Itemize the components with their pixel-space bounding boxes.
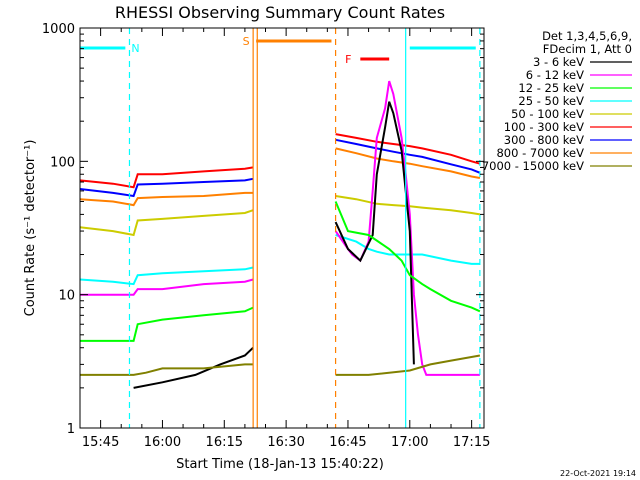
axis-ticks: 15:45 16:00 16:15 16:30 16:45 17:00 17:15 1 10 10… [42, 22, 490, 450]
legend-header-line-2: FDecim 1, Att 0 [543, 42, 632, 56]
x-tick-label-3: 16:30 [267, 435, 304, 450]
observing-markers: N S F [80, 28, 481, 428]
series-line-50-100-kev-6 [79, 209, 254, 237]
x-tick-label-4: 16:45 [329, 435, 366, 450]
series-line-7000-15000-kev-17 [335, 354, 481, 376]
x-tick-label-0: 15:45 [82, 435, 119, 450]
series-line-800-7000-kev-4 [79, 191, 254, 207]
series-line-25-50-kev-8 [79, 266, 254, 286]
flare-0-label: F [345, 53, 351, 66]
y-tick-label-3: 1000 [42, 22, 75, 37]
series-line-3-6-kev-12 [133, 346, 254, 389]
series-line-7000-15000-kev-16 [80, 363, 254, 376]
legend-label-7: 800 - 7000 keV [496, 146, 584, 160]
y-tick-label-0: 1 [67, 422, 75, 437]
legend-header-line-1: Det 1,3,4,5,6,9, [542, 29, 632, 43]
x-tick-label-6: 17:15 [453, 435, 490, 450]
y-tick-label-1: 10 [58, 289, 75, 304]
x-tick-label-2: 16:15 [206, 435, 243, 450]
series-line-800-7000-kev-5 [335, 147, 481, 179]
legend-label-6: 300 - 800 keV [504, 133, 584, 147]
legend-label-8: 7000 - 15000 keV [482, 159, 584, 173]
series-line-25-50-kev-9 [335, 234, 480, 265]
x-tick-label-1: 16:00 [144, 435, 181, 450]
attenuator-0-label: N [131, 42, 139, 55]
legend: Det 1,3,4,5,6,9, FDecim 1, Att 0 3 - 6 k… [482, 29, 632, 173]
chart-title: RHESSI Observing Summary Count Rates [115, 3, 445, 22]
legend-label-2: 12 - 25 keV [518, 81, 584, 95]
y-tick-label-2: 100 [50, 155, 75, 170]
series-line-12-25-kev-15 [334, 201, 481, 313]
legend-label-4: 50 - 100 keV [511, 107, 584, 121]
series-line-3-6-kev-13 [334, 101, 415, 365]
sun-0-label: S [243, 35, 250, 48]
legend-label-3: 25 - 50 keV [518, 94, 584, 108]
series-line-100-300-kev-1 [335, 133, 481, 165]
legend-label-1: 6 - 12 keV [526, 68, 584, 82]
series-line-12-25-kev-14 [80, 306, 254, 342]
legend-label-0: 3 - 6 keV [533, 55, 584, 69]
plot-area [79, 80, 481, 389]
x-axis-label: Start Time (18-Jan-13 15:40:22) [176, 457, 384, 472]
plot-frame [79, 27, 485, 429]
y-axis-label: Count Rate (s⁻¹ detector⁻¹) [23, 140, 38, 317]
x-tick-label-5: 17:00 [391, 435, 428, 450]
series-line-6-12-kev-10 [80, 278, 254, 296]
series-line-6-12-kev-11 [334, 80, 480, 376]
series-line-300-800-kev-3 [335, 138, 481, 174]
series-line-100-300-kev-0 [79, 166, 254, 189]
series-line-300-800-kev-2 [79, 177, 254, 198]
footer-timestamp: 22-Oct-2021 19:14 [560, 469, 636, 478]
legend-label-5: 100 - 300 keV [504, 120, 584, 134]
